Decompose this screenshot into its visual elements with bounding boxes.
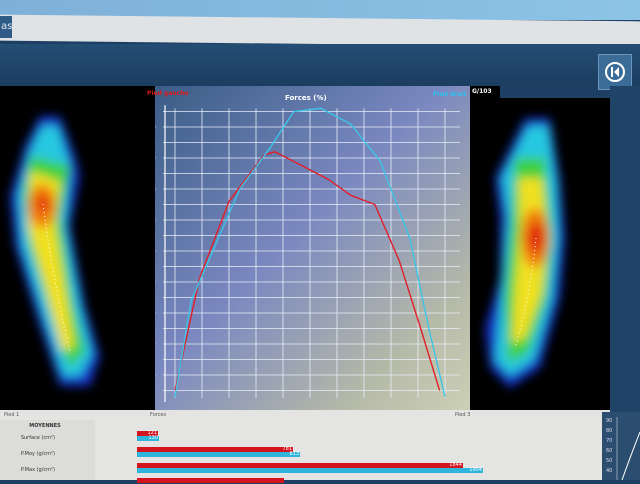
y-tick-label: 70 xyxy=(155,186,156,193)
mini-tick: 60 xyxy=(606,448,613,454)
mini-tick: 40 xyxy=(606,468,613,474)
bar-left-1: 781 xyxy=(137,446,293,452)
chart-title: Forces (%) xyxy=(285,94,327,102)
bar-value: 781 xyxy=(282,446,292,452)
series-line-left-foot xyxy=(174,151,441,391)
tab[interactable]: as xyxy=(0,16,12,38)
bar-row4-left xyxy=(137,478,284,483)
skip-back-icon xyxy=(605,62,625,82)
bar-right-2: 1954 xyxy=(137,467,483,473)
y-tick-label: 10 xyxy=(155,372,156,379)
menu-bar xyxy=(0,14,640,48)
mini-chart: 90 80 70 60 50 40 xyxy=(602,412,640,481)
y-tick-label: 50 xyxy=(155,248,156,255)
mini-tick: 90 xyxy=(606,418,613,424)
y-tick-label: 35 xyxy=(155,295,156,302)
back-button[interactable] xyxy=(598,54,632,90)
os-top-bar xyxy=(0,0,640,20)
bar-left-2: 1844 xyxy=(137,462,463,468)
y-tick-label: 65 xyxy=(155,202,156,209)
row-label-pmax: P.Max (g/cm²) xyxy=(20,467,55,473)
center-panel-title: Forces xyxy=(150,412,167,418)
bar-value: 1844 xyxy=(449,462,462,468)
y-tick-label: 80 xyxy=(155,155,156,162)
bar-right-1: 813 xyxy=(137,451,300,457)
corner-label: G/103 xyxy=(472,88,492,95)
corner-label-box: G/103 xyxy=(470,86,500,98)
row-label-surface: Surface (cm²) xyxy=(20,435,55,441)
row-label-pmoy: P.Moy (g/cm²) xyxy=(20,451,55,457)
left-panel-title: Pied 1 xyxy=(4,412,20,418)
bar-right-0: 130 xyxy=(137,435,159,441)
y-tick-label: 25 xyxy=(155,326,156,333)
chart-svg: 9590858075706560555045403530252015105 xyxy=(155,105,460,402)
y-tick-label: 45 xyxy=(155,264,156,271)
y-tick-label: 75 xyxy=(155,171,156,178)
y-tick-label: 55 xyxy=(155,233,156,240)
bar-value: 1954 xyxy=(469,467,482,473)
y-tick-label: 60 xyxy=(155,217,156,224)
y-tick-label: 90 xyxy=(155,124,156,131)
y-tick-label: 85 xyxy=(155,140,156,147)
y-tick-label: 40 xyxy=(155,279,156,286)
legend-right-foot: Pied droit xyxy=(433,91,467,98)
bar-left-0: 121 xyxy=(137,430,158,436)
forces-chart: Pied gauche Forces (%) Pied droit 95 90 85… xyxy=(147,86,470,410)
left-foot-pressure-map xyxy=(0,86,155,410)
y-tick-label: 30 xyxy=(155,310,156,317)
section-title: MOYENNES xyxy=(29,423,61,429)
mini-tick: 50 xyxy=(606,458,613,464)
y-tick-label: 20 xyxy=(155,341,156,348)
mini-tick: 80 xyxy=(606,428,613,434)
mini-tick: 70 xyxy=(606,438,613,444)
y-tick-label: 95 xyxy=(155,109,156,116)
mini-chart-svg xyxy=(616,417,640,481)
app-header xyxy=(0,44,640,86)
averages-panel: Pied 1 Forces Pied 3 MOYENNES Surface (c… xyxy=(0,410,610,483)
y-tick-label: 15 xyxy=(155,357,156,364)
legend-left-foot: Pied gauche xyxy=(147,90,189,97)
series-line-right-foot xyxy=(174,107,446,397)
bar-value: 130 xyxy=(148,435,158,441)
bar-value: 813 xyxy=(289,451,299,457)
right-panel-title: Pied 3 xyxy=(455,412,471,418)
right-foot-pressure-map xyxy=(470,98,610,410)
bar-value: 121 xyxy=(147,430,157,436)
labels-column xyxy=(0,420,95,480)
